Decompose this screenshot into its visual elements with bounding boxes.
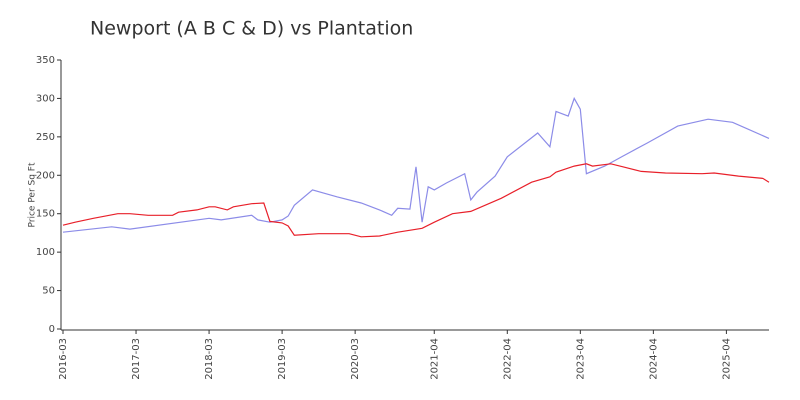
y-tick-label: 150 <box>36 209 55 220</box>
x-tick-label: 2022-04 <box>502 338 513 380</box>
x-tick-label: 2018-03 <box>204 338 215 380</box>
y-tick-label: 350 <box>36 55 55 66</box>
x-tick-label: 2017-03 <box>131 338 142 380</box>
y-tick-label: 50 <box>42 286 55 297</box>
x-tick-label: 2021-04 <box>429 338 440 380</box>
series-line <box>62 163 770 238</box>
x-tick-label: 2023-04 <box>575 338 586 380</box>
x-tick-label: 2020-03 <box>350 338 361 380</box>
x-tick-label: 2024-04 <box>648 338 659 380</box>
x-tick-label: 2025-04 <box>721 338 732 380</box>
y-tick-label: 250 <box>36 132 55 143</box>
chart-title: Newport (A B C & D) vs Plantation <box>90 18 413 40</box>
x-tick-label: 2019-03 <box>277 338 288 380</box>
y-tick-label: 200 <box>36 170 55 181</box>
y-tick-label: 300 <box>36 93 55 104</box>
y-tick-label: 0 <box>49 324 55 335</box>
y-tick-label: 100 <box>36 247 55 258</box>
series-line <box>62 96 770 233</box>
y-axis-label: Price Per Sq Ft <box>28 162 38 227</box>
x-tick-label: 2016-03 <box>58 338 69 380</box>
